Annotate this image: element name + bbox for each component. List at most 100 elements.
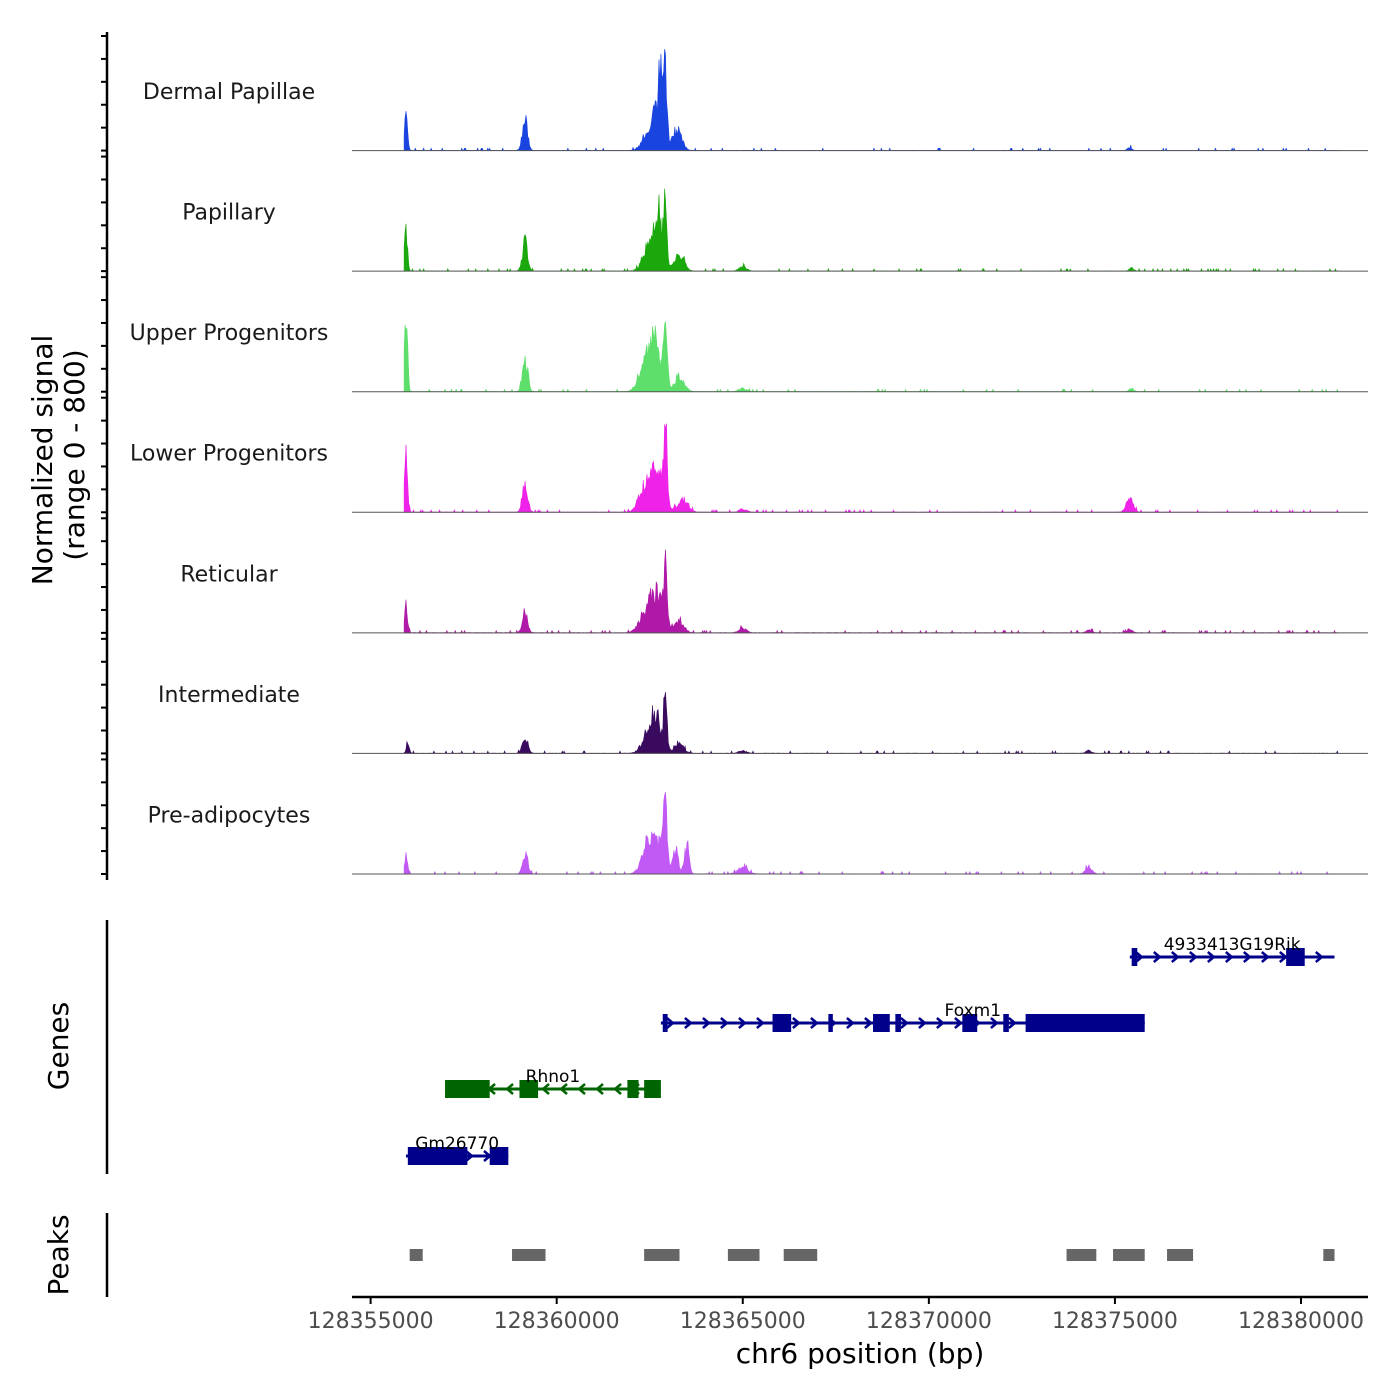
x-tick-label: 128360000 [494,1309,620,1334]
coverage-panel: Dermal Papillae Papillary Upper Progenitor… [101,32,1368,880]
strand-arrow [954,1017,963,1029]
coverage-area [403,321,1339,393]
gene-label: Gm26770 [415,1134,499,1154]
exon [962,1014,978,1032]
exon [644,1080,661,1098]
strand-arrow [1261,951,1270,963]
coverage-track-6: Pre-adipocytes [148,792,1368,875]
strand-arrow [505,1083,514,1095]
peak-region [783,1249,818,1261]
strand-arrow [720,1017,729,1029]
gene-Gm26770: Gm26770 [405,1134,509,1165]
peaks-panel-title: Peaks [42,1214,75,1295]
strand-arrow [936,1017,945,1029]
peak-region [409,1249,423,1261]
gene-4933413G19Rik: 4933413G19Rik [1129,935,1335,966]
peak-region [644,1249,680,1261]
strand-arrow [756,1017,765,1029]
strand-arrow [810,1017,819,1029]
exon [772,1014,792,1032]
strand-arrow [577,1083,586,1095]
strand-arrow [559,1083,568,1095]
gene-label: Rhno1 [526,1067,581,1087]
exon [519,1080,539,1098]
strand-arrow [684,1017,693,1029]
track-label: Reticular [180,562,278,587]
peak-region [1323,1249,1335,1261]
strand-arrow [1153,951,1162,963]
exon [662,1014,668,1032]
y-axis-title: Normalized signal [26,335,59,586]
peak-region [727,1249,760,1261]
exon [445,1080,490,1098]
exon [627,1080,639,1098]
strand-arrow [738,1017,747,1029]
coverage-track-0: Dermal Papillae [143,48,1368,152]
strand-arrow [541,1083,550,1095]
coverage-track-1: Papillary [182,188,1368,272]
strand-arrow [1207,951,1216,963]
strand-arrow [613,1083,622,1095]
genes-panel: 4933413G19Rik Foxm1 Rhno1 Gm26770 [105,920,1335,1174]
strand-arrow [792,1017,801,1029]
strand-arrow [666,1017,675,1029]
x-tick-label: 128380000 [1238,1309,1364,1334]
x-tick-label: 128375000 [1052,1309,1178,1334]
gene-Rhno1: Rhno1 [445,1067,661,1098]
exon [828,1014,833,1032]
exon [1286,948,1305,966]
strand-arrow [900,1017,909,1029]
track-label: Pre-adipocytes [148,803,311,828]
strand-arrow [465,1150,474,1162]
strand-arrow [1225,951,1234,963]
strand-arrow [846,1017,855,1029]
gene-label: 4933413G19Rik [1164,935,1301,955]
x-axis-title: chr6 position (bp) [736,1337,985,1370]
strand-arrow [1243,951,1252,963]
coverage-track-5: Intermediate [158,683,1368,755]
strand-arrow [1171,951,1180,963]
strand-arrow [1279,951,1288,963]
exon [1025,1014,1145,1032]
coverage-area [403,692,1339,755]
track-label: Intermediate [158,683,300,708]
exon [873,1014,890,1032]
gene-Foxm1: Foxm1 [660,1001,1145,1032]
peaks-panel [105,1213,1335,1297]
exon [895,1014,901,1032]
x-tick-label: 128370000 [866,1309,992,1334]
peak-region [1113,1249,1145,1261]
coverage-area [403,188,1339,272]
peak-region [1066,1249,1097,1261]
strand-arrow [918,1017,927,1029]
x-tick-label: 128365000 [680,1309,806,1334]
y-axis-range: (range 0 - 800) [58,349,91,560]
coverage-track-4: Reticular [180,549,1368,634]
coverage-area [403,48,1339,152]
x-tick-label: 128355000 [308,1309,434,1334]
coverage-area [403,792,1339,875]
coverage-area [403,423,1339,514]
strand-arrow [1008,1017,1017,1029]
genes-panel-title: Genes [42,1002,75,1090]
gene-label: Foxm1 [945,1001,1002,1021]
peak-region [1167,1249,1194,1261]
coverage-area [403,549,1339,634]
coverage-track-3: Lower Progenitors [130,423,1368,514]
strand-arrow [1189,951,1198,963]
exon [1131,948,1138,966]
track-label: Upper Progenitors [130,321,329,346]
track-label: Dermal Papillae [143,80,315,105]
track-label: Lower Progenitors [130,442,328,467]
peak-region [512,1249,546,1261]
strand-arrow [702,1017,711,1029]
strand-arrow [595,1083,604,1095]
strand-arrow [864,1017,873,1029]
exon [489,1147,509,1165]
track-label: Papillary [182,201,276,226]
strand-arrow [990,1017,999,1029]
strand-arrow [1135,951,1144,963]
coverage-track-2: Upper Progenitors [130,321,1368,393]
exon [1003,1014,1009,1032]
